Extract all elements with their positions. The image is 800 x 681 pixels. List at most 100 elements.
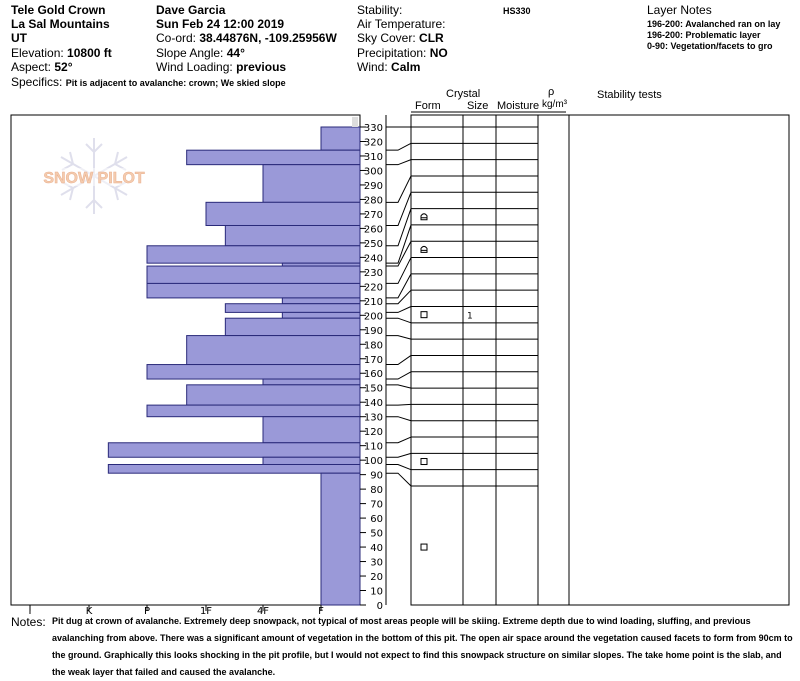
- layer-notes-title: Layer Notes: [647, 3, 712, 17]
- hardness-tick-label: I: [28, 606, 32, 617]
- height-tick-label: 0: [377, 601, 383, 612]
- hardness-bar-layer: [146, 245, 361, 264]
- height-tick-label: 320: [364, 137, 383, 148]
- height-tick-label: 240: [364, 253, 383, 264]
- hardness-bar-layer: [224, 317, 361, 337]
- hardness-bar-layer: [320, 126, 361, 151]
- size-header: Size: [467, 100, 489, 112]
- layer-connector: [386, 240, 412, 267]
- height-tick-label: 210: [364, 297, 383, 308]
- observer: Dave Garcia: [156, 3, 226, 17]
- grain-form-rounding-facet-icon: [420, 213, 428, 221]
- height-tick-label: 250: [364, 239, 383, 250]
- hardness-tick-label: K: [85, 606, 93, 617]
- height-tick-label: 190: [364, 326, 383, 337]
- height-tick-label: 100: [364, 456, 383, 467]
- height-tick-label: 150: [364, 384, 383, 395]
- hardness-bar-layer: [186, 149, 361, 166]
- grain-form-rounding-facet-icon: [420, 245, 428, 253]
- hardness-bar-layer: [262, 164, 361, 203]
- layer-connector: [386, 142, 412, 151]
- height-tick-label: 20: [370, 572, 383, 583]
- hardness-bar-layer: [146, 364, 361, 380]
- hardness-bar-layer: [320, 472, 361, 606]
- layer-note: 0-90: Vegetation/facets to gro: [647, 41, 773, 51]
- hardness-profile: [10, 114, 361, 611]
- range-name: La Sal Mountains: [11, 17, 110, 31]
- density-unit: kg/m³: [542, 99, 567, 110]
- hardness-tick-label: P: [143, 606, 151, 617]
- height-tick-label: 200: [364, 311, 383, 322]
- hardness-tick-label: 4F: [256, 606, 270, 617]
- hardness-bar-layer: [281, 297, 361, 305]
- height-tick-label: 90: [370, 471, 383, 482]
- hardness-bar-layer: [262, 378, 361, 386]
- height-tick-label: 330: [364, 123, 383, 134]
- top-marker: [352, 117, 358, 127]
- precipitation: Precipitation: NO: [357, 46, 448, 61]
- hardness-bar-layer: [205, 201, 361, 226]
- sky-value: CLR: [419, 31, 444, 45]
- layer-connector: [386, 436, 412, 444]
- precip-label: Precipitation:: [357, 46, 427, 60]
- wind: Wind: Calm: [357, 60, 420, 75]
- layer-connector: [386, 317, 412, 324]
- hardness-bar-layer: [146, 404, 361, 418]
- pit-name: Tele Gold Crown: [11, 3, 106, 17]
- height-tick-label: 10: [370, 587, 383, 598]
- stability-label: Stability:: [357, 3, 403, 17]
- coord-label: Co-ord:: [156, 31, 197, 45]
- layer-connector: [386, 208, 412, 247]
- height-tick-label: 160: [364, 369, 383, 380]
- layer-connector: [386, 416, 412, 422]
- height-axis: 3303203103002902802702602502402302202102…: [360, 115, 387, 612]
- height-tick-label: 230: [364, 268, 383, 279]
- wind-value: Calm: [391, 60, 421, 74]
- layer-connector: [386, 371, 412, 380]
- air-temp-label: Air Temperature:: [357, 17, 446, 31]
- layer-connectors: [386, 126, 412, 487]
- wind-label: Wind:: [357, 60, 388, 74]
- datetime: Sun Feb 24 12:00 2019: [156, 17, 285, 31]
- specifics-label: Specifics:: [11, 75, 63, 89]
- hs-value: HS330: [503, 6, 531, 16]
- notes-text: Pit dug at crown of avalanche. Extremely…: [52, 616, 793, 677]
- slope-value: 44°: [226, 46, 245, 60]
- layer-connector: [386, 403, 412, 406]
- hardness-bar-layer: [262, 456, 361, 465]
- height-tick-label: 260: [364, 224, 383, 235]
- layer-connector: [386, 257, 412, 284]
- height-tick-label: 180: [364, 340, 383, 351]
- layer-connector: [386, 273, 412, 299]
- hardness-bar-layer: [224, 303, 361, 313]
- layer-connector: [386, 306, 412, 313]
- layer-note: 196-200: Avalanched ran on lay: [647, 19, 781, 29]
- height-tick-label: 310: [364, 152, 383, 163]
- hardness-bar-layer: [281, 311, 361, 319]
- hardness-bar-layer: [262, 416, 361, 444]
- height-tick-label: 80: [370, 485, 383, 496]
- height-tick-label: 300: [364, 166, 383, 177]
- hardness-bar-layer: [146, 265, 361, 284]
- layer-connector: [386, 335, 412, 340]
- sky-label: Sky Cover:: [357, 31, 416, 45]
- notes-label: Notes:: [11, 615, 46, 629]
- height-tick-label: 60: [370, 514, 383, 525]
- layer-connector: [386, 452, 412, 458]
- hardness-bar-layer: [146, 282, 361, 299]
- layer-connector: [386, 355, 412, 366]
- crystal-header: Crystal: [446, 88, 481, 100]
- snowpilot-logo-text: SNOW PILOT: [43, 170, 145, 187]
- coordinates: Co-ord: 38.44876N, -109.25956W: [156, 31, 337, 46]
- layer-connector: [386, 384, 412, 389]
- hardness-bar-layer: [107, 463, 361, 474]
- height-tick-label: 280: [364, 195, 383, 206]
- sky-cover: Sky Cover: CLR: [357, 31, 444, 46]
- stability-tests-header: Stability tests: [597, 89, 662, 101]
- moisture-header: Moisture: [497, 100, 540, 112]
- height-tick-label: 110: [364, 442, 383, 453]
- coord-value: 38.44876N, -109.25956W: [199, 31, 337, 45]
- grain-form-faceted-icon: [420, 458, 428, 466]
- layer-connector: [386, 289, 412, 305]
